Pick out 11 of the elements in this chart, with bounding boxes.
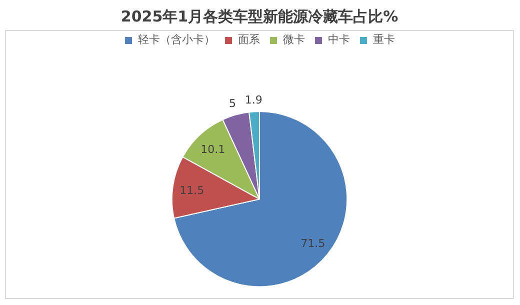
data-label: 71.5 — [300, 236, 326, 250]
legend-label: 中卡 — [328, 32, 350, 47]
data-label: 10.1 — [200, 143, 226, 156]
legend-label: 面系 — [238, 32, 260, 47]
data-label: 1.9 — [244, 94, 262, 107]
data-label: 5 — [228, 97, 236, 110]
legend-label: 微卡 — [283, 32, 305, 47]
legend-label: 轻卡（含小卡） — [138, 32, 215, 47]
chart-title: 2025年1月各类车型新能源冷藏车占比% — [120, 8, 398, 26]
data-label: 11.5 — [180, 184, 204, 197]
legend-label: 重卡 — [373, 32, 395, 47]
